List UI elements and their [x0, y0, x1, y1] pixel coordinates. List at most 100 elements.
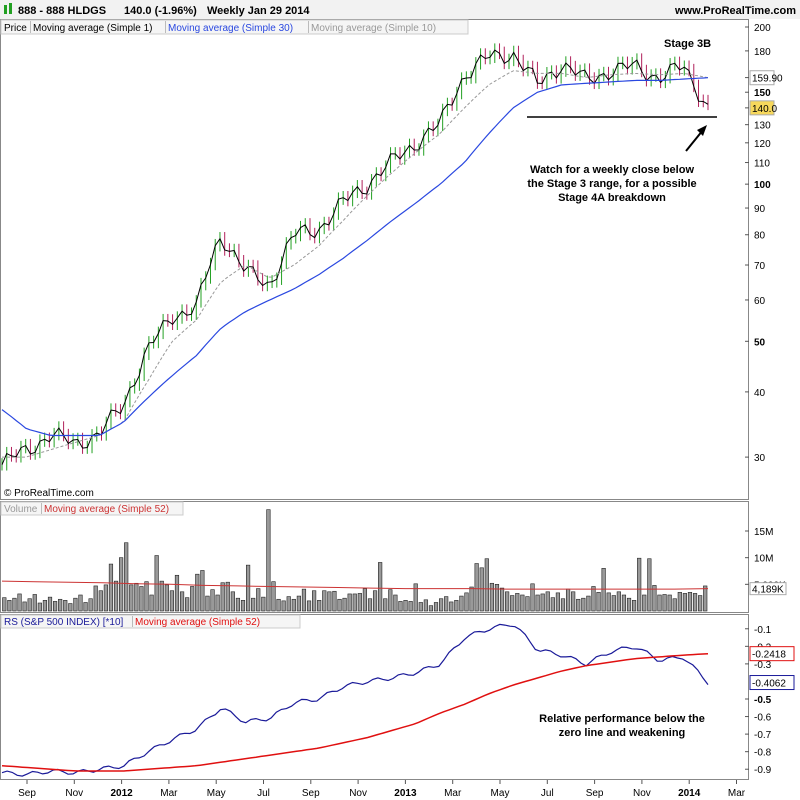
volume-bar [520, 594, 525, 612]
rs-tick-label: -0.8 [754, 748, 772, 759]
volume-bar [332, 590, 337, 612]
legend-rs-ma: Moving average (Simple 52) [135, 617, 260, 628]
volume-bar [179, 591, 185, 612]
volume-bar [428, 605, 434, 612]
volume-bar [698, 595, 703, 612]
volume-bar [413, 583, 418, 612]
volume-bar [185, 597, 190, 612]
legend-ma30: Moving average (Simple 30) [168, 23, 293, 34]
annotation-line-1: Watch for a weekly close below [530, 164, 694, 176]
volume-bar [571, 591, 576, 612]
price-badge [749, 100, 775, 116]
volume-bar [164, 584, 169, 612]
volume-bar [489, 582, 494, 612]
volume-bar [459, 595, 464, 612]
price-tick-label: 150 [754, 88, 771, 99]
watermark: © ProRealTime.com [4, 488, 94, 499]
volume-bar [454, 600, 459, 612]
volume-bar [322, 590, 327, 612]
price-tick-label: 50 [754, 337, 766, 348]
volume-bar [383, 598, 388, 612]
price-tick-label: 40 [754, 388, 766, 399]
volume-bar [581, 597, 586, 612]
volume-bar [352, 593, 357, 612]
volume-bar [362, 588, 367, 612]
volume-bar [266, 509, 271, 612]
legend-ma1: Moving average (Simple 1) [33, 23, 153, 34]
volume-bar [601, 568, 606, 612]
volume-bar [657, 594, 662, 612]
volume-bar [73, 597, 78, 612]
x-tick-label: Jul [541, 788, 554, 799]
volume-bar [662, 594, 667, 612]
rs-tick-label: -0.5 [754, 695, 772, 706]
volume-legend: Volume Moving average (Simple 52) [0, 501, 184, 516]
volume-bar [687, 592, 693, 612]
price-tick-label: 80 [754, 231, 766, 242]
volume-bar [388, 589, 393, 612]
volume-bar [190, 586, 195, 612]
volume-bar [12, 597, 17, 612]
volume-bar [347, 593, 352, 612]
volume-bar [169, 590, 174, 612]
volume-bar [667, 594, 672, 612]
volume-bar [576, 598, 581, 612]
volume-bar [174, 574, 180, 612]
volume-bar [505, 591, 510, 612]
volume-bar [586, 595, 591, 612]
volume-marks: 4,189K [1, 509, 787, 612]
volume-bar [626, 597, 632, 612]
volume-bar [47, 596, 53, 612]
legend-volume-ma: Moving average (Simple 52) [44, 504, 169, 515]
price-tick-label: 70 [754, 261, 766, 272]
volume-bar [210, 589, 215, 612]
rs-ma-line [1, 652, 709, 772]
volume-bar [22, 601, 27, 612]
volume-bar [449, 601, 454, 612]
price-legend: Price Moving average (Simple 1) Moving a… [0, 19, 469, 35]
volume-bar [276, 598, 281, 612]
volume-bar [398, 601, 403, 612]
volume-bar [286, 596, 291, 612]
volume-bar [306, 600, 312, 612]
rs-ma-badge-label: -0.2418 [752, 650, 786, 661]
volume-badge-label: 4,189K [752, 585, 784, 596]
volume-bar [408, 601, 413, 612]
volume-bar [7, 600, 12, 612]
volume-bar [58, 598, 63, 612]
rs-ma-badge [749, 646, 795, 662]
volume-bar [144, 581, 149, 612]
ma10-line [2, 70, 709, 458]
volume-bar [596, 592, 601, 612]
volume-y-axis: 15M10M5.000K [745, 527, 786, 591]
price-tick-label: 180 [754, 47, 771, 58]
volume-bar [550, 597, 555, 612]
volume-bar [113, 580, 119, 612]
volume-bar [93, 585, 98, 612]
price-tick-label: 60 [754, 296, 766, 307]
volume-bar [525, 596, 530, 612]
volume-bar [63, 600, 68, 612]
volume-bar [703, 585, 708, 612]
header-title: 888 - 888 HLDGS [18, 5, 106, 17]
volume-bar [134, 582, 139, 612]
volume-bar [17, 593, 22, 612]
rs-line [1, 623, 709, 777]
volume-bar [479, 567, 484, 612]
volume-bar [195, 573, 200, 612]
legend-rs: RS (S&P 500 INDEX) [*10] [4, 617, 124, 628]
x-tick-label: Sep [302, 788, 320, 799]
x-tick-label: Sep [586, 788, 604, 799]
legend-ma10: Moving average (Simple 10) [311, 23, 436, 34]
volume-bar [205, 595, 210, 612]
volume-bar [418, 602, 423, 612]
volume-bar [439, 598, 444, 612]
x-tick-label: Mar [728, 788, 746, 799]
rs-tick-label: -0.1 [754, 625, 772, 636]
x-tick-label: Nov [65, 788, 83, 799]
volume-bar [403, 600, 408, 612]
price-tick-label: 200 [754, 23, 771, 34]
annotation-line-2: the Stage 3 range, for a possible [527, 178, 696, 190]
volume-bar [88, 598, 93, 612]
volume-bar [52, 601, 58, 612]
